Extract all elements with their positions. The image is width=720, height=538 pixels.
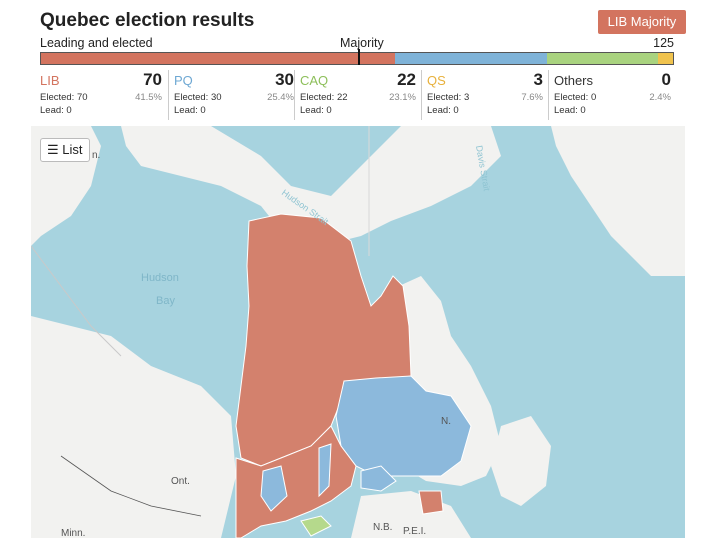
party-pct: 25.4%	[267, 92, 294, 103]
map-label-n-left: n.	[92, 150, 100, 161]
results-map[interactable]: Hudson Bay Hudson Strait Davis Strait On…	[31, 126, 685, 538]
party-name: PQ	[174, 73, 193, 88]
list-icon: ☰	[47, 142, 59, 157]
party-others[interactable]: Others 0 Elected: 0 Lead: 0 2.4%	[548, 70, 677, 120]
region-pq-south-1	[260, 465, 288, 512]
party-lead: Lead: 0	[40, 105, 72, 116]
map-label-bay: Bay	[156, 295, 175, 307]
party-elected: Elected: 22	[300, 92, 348, 103]
party-seats: 0	[661, 70, 671, 89]
region-pq-south-3	[360, 465, 397, 492]
party-name: Others	[554, 73, 594, 88]
party-pct: 7.6%	[521, 92, 543, 103]
party-lead: Lead: 0	[427, 105, 459, 116]
list-button[interactable]: ☰ List	[40, 138, 90, 162]
party-pct: 41.5%	[135, 92, 162, 103]
seat-bar-segment-caq	[546, 53, 658, 64]
land-baffin	[121, 126, 501, 246]
region-lib-gaspe	[418, 490, 444, 515]
party-seats: 3	[533, 70, 543, 89]
party-lib[interactable]: LIB 70 Elected: 70 Lead: 0 41.5%	[40, 70, 168, 120]
party-seats: 22	[397, 70, 416, 89]
party-qs[interactable]: QS 3 Elected: 3 Lead: 0 7.6%	[421, 70, 549, 120]
seat-bar-segment-lib	[41, 53, 395, 64]
party-lead: Lead: 0	[174, 105, 206, 116]
border-line-1	[31, 245, 122, 357]
party-name: CAQ	[300, 73, 329, 88]
party-elected: Elected: 30	[174, 92, 222, 103]
land-ontario	[31, 316, 236, 538]
land-newfoundland	[491, 416, 551, 506]
seat-bar-segment-qs	[657, 53, 673, 64]
party-pq[interactable]: PQ 30 Elected: 30 Lead: 0 25.4%	[168, 70, 300, 120]
party-summary: LIB 70 Elected: 70 Lead: 0 41.5% PQ 30 E…	[40, 70, 680, 122]
party-pct: 23.1%	[389, 92, 416, 103]
page-title: Quebec election results	[40, 10, 255, 31]
majority-label: Majority	[340, 36, 384, 50]
seat-progress-bar	[40, 52, 674, 65]
party-pct: 2.4%	[649, 92, 671, 103]
majority-number: 125	[653, 36, 674, 50]
party-lead: Lead: 0	[300, 105, 332, 116]
majority-marker	[358, 49, 360, 65]
party-elected: Elected: 70	[40, 92, 88, 103]
party-caq[interactable]: CAQ 22 Elected: 22 Lead: 0 23.1%	[294, 70, 422, 120]
party-seats: 30	[275, 70, 294, 89]
map-label-pei: P.E.I.	[403, 526, 426, 537]
map-label-hudson: Hudson	[141, 272, 179, 284]
seat-bar-segment-pq	[394, 53, 547, 64]
party-name: LIB	[40, 73, 60, 88]
region-caq-south	[300, 515, 332, 537]
list-button-label: List	[62, 142, 83, 157]
leading-elected-label: Leading and elected	[40, 36, 153, 50]
majority-badge: LIB Majority	[598, 10, 686, 34]
party-elected: Elected: 3	[427, 92, 470, 103]
map-label-ont: Ont.	[171, 476, 190, 487]
border-line-2	[60, 455, 202, 517]
map-label-minn: Minn.	[61, 528, 85, 538]
party-lead: Lead: 0	[554, 105, 586, 116]
map-label-nl: N.	[441, 416, 451, 427]
map-svg: Hudson Bay Hudson Strait Davis Strait On…	[31, 126, 685, 538]
map-label-nb: N.B.	[373, 522, 392, 533]
party-elected: Elected: 0	[554, 92, 597, 103]
party-name: QS	[427, 73, 446, 88]
region-pq-south-2	[318, 443, 332, 498]
land-greenland	[551, 126, 685, 276]
party-seats: 70	[143, 70, 162, 89]
